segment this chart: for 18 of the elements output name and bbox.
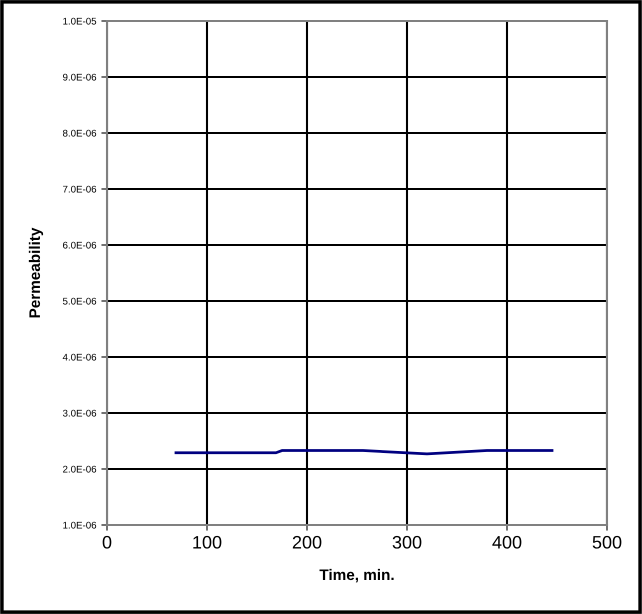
- y-tick-label: 7.0E-06: [63, 186, 96, 193]
- y-tick-label: 1.0E-05: [63, 18, 96, 25]
- y-tick-label: 4.0E-06: [62, 354, 96, 361]
- x-tick-label: 500: [592, 536, 622, 549]
- x-tick-label: 0: [102, 536, 112, 549]
- x-axis-title: Time, min.: [320, 568, 394, 582]
- x-tick-label: 200: [292, 536, 322, 549]
- x-tick-label: 100: [193, 536, 222, 549]
- x-tick-label: 400: [492, 536, 522, 549]
- y-tick-label: 9.0E-06: [62, 74, 96, 81]
- y-tick-label: 3.0E-06: [62, 410, 96, 417]
- y-tick-label: 2.0E-06: [63, 466, 96, 473]
- y-axis-title: Permeability: [28, 228, 44, 318]
- y-tick-label: 8.0E-06: [62, 130, 96, 137]
- y-tick-label: 6.0E-06: [63, 242, 96, 249]
- y-tick-label: 1.0E-06: [63, 522, 96, 529]
- y-tick-label: 5.0E-06: [62, 298, 96, 305]
- x-tick-label: 300: [392, 536, 422, 549]
